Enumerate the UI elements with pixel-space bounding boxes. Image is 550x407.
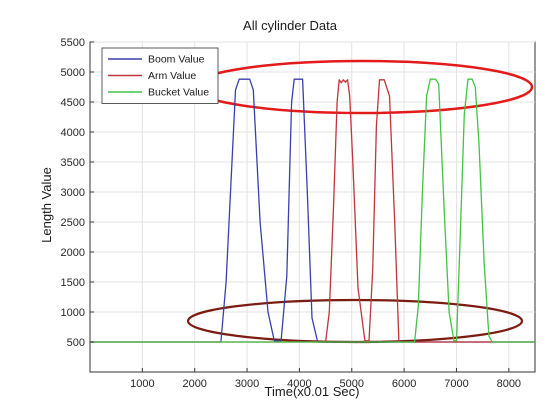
- y-tick-label: 5000: [61, 67, 85, 79]
- y-tick-label: 3000: [61, 187, 85, 199]
- y-axis-label: Length Value: [39, 167, 54, 243]
- series-line-bucket-value: [90, 78, 535, 343]
- y-tick-label: 2000: [61, 247, 85, 259]
- y-tick-label: 500: [67, 337, 85, 349]
- x-tick-label: 1000: [130, 378, 154, 390]
- series-lines: [90, 78, 535, 343]
- series-line-arm-value: [90, 79, 535, 343]
- y-tick-label: 3500: [61, 157, 85, 169]
- x-axis-label: Time(x0.01 Sec): [265, 384, 360, 399]
- y-tick-label: 1000: [61, 307, 85, 319]
- legend-label-arm-value: Arm Value: [148, 70, 196, 82]
- y-tick-label: 5500: [61, 37, 85, 49]
- y-tick-label: 2500: [61, 217, 85, 229]
- y-tick-label: 1500: [61, 277, 85, 289]
- chart-title: All cylinder Data: [243, 18, 338, 33]
- x-tick-label: 4000: [287, 378, 311, 390]
- x-tick-label: 7000: [444, 378, 468, 390]
- x-axis-ticks: 1000 2000 3000 4000 5000 6000 7000 8000: [130, 368, 521, 390]
- legend: Boom Value Arm Value Bucket Value: [101, 47, 219, 104]
- series-line-boom-value: [90, 78, 535, 343]
- x-tick-label: 3000: [235, 378, 259, 390]
- x-tick-label: 8000: [497, 378, 521, 390]
- x-tick-label: 2000: [182, 378, 206, 390]
- y-axis-ticks: 500 1000 1500 2000 2500 3000 3500 4000 4500 5000 5…: [61, 37, 94, 349]
- x-tick-label: 5000: [340, 378, 364, 390]
- y-tick-label: 4500: [61, 97, 85, 109]
- legend-label-bucket-value: Bucket Value: [148, 87, 209, 99]
- x-tick-label: 6000: [392, 378, 416, 390]
- legend-label-boom-value: Boom Value: [148, 54, 205, 66]
- y-tick-label: 4000: [61, 127, 85, 139]
